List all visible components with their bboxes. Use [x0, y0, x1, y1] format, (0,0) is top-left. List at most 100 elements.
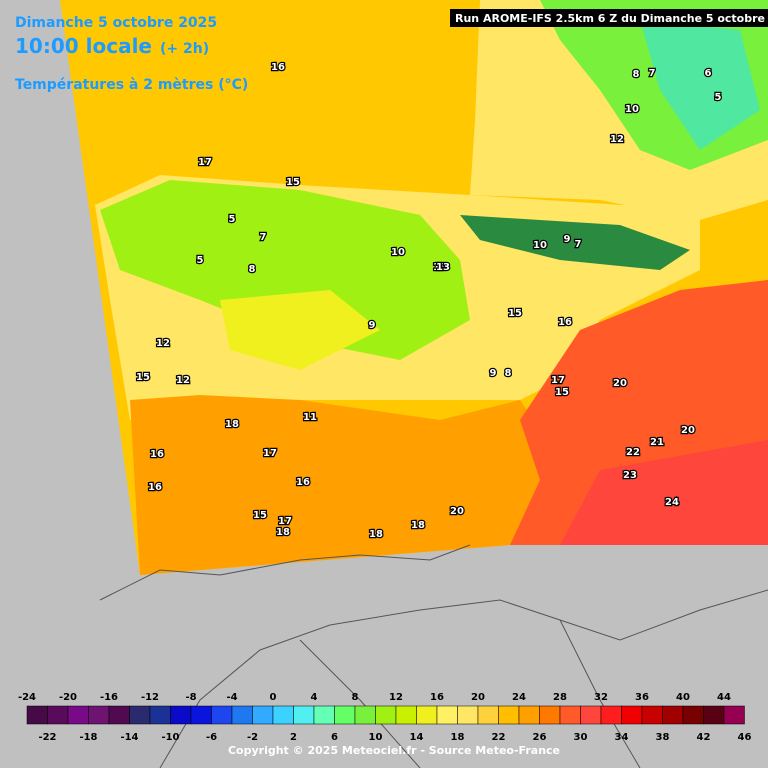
- contour-label: 24: [665, 497, 679, 508]
- color-swatch: [477, 705, 499, 725]
- color-swatch: [703, 705, 725, 725]
- scale-label: -12: [141, 692, 159, 703]
- contour-label: 12: [176, 375, 190, 386]
- contour-label: 23: [623, 470, 637, 481]
- contour-label: 18: [225, 419, 239, 430]
- color-swatch: [231, 705, 253, 725]
- contour-label: 21: [650, 437, 664, 448]
- scale-label: -24: [18, 692, 36, 703]
- scale-label: 34: [615, 732, 629, 743]
- spain-south: [130, 395, 560, 575]
- color-swatch: [621, 705, 643, 725]
- scale-label: 2: [290, 732, 297, 743]
- contour-label: 7: [575, 239, 582, 250]
- color-swatch: [354, 705, 376, 725]
- scale-label: 0: [270, 692, 277, 703]
- contour-label: 15: [136, 372, 150, 383]
- scale-label: -16: [100, 692, 118, 703]
- scale-label: 26: [533, 732, 547, 743]
- border: [559, 619, 641, 769]
- contour-label: 8: [249, 264, 256, 275]
- color-swatch: [641, 705, 663, 725]
- color-swatch: [47, 705, 69, 725]
- contour-label: 5: [197, 255, 204, 266]
- contour-label: 15: [508, 308, 522, 319]
- contour-label: 9: [369, 320, 376, 331]
- scale-label: 20: [471, 692, 485, 703]
- color-swatch: [293, 705, 315, 725]
- copyright: Copyright © 2025 Meteociel.fr - Source M…: [228, 744, 560, 757]
- scale-label: -8: [185, 692, 196, 703]
- color-swatch: [272, 705, 294, 725]
- cool-zone: [100, 180, 470, 360]
- scale-label: 10: [369, 732, 383, 743]
- coastline: [159, 589, 768, 769]
- contour-label: 12: [156, 338, 170, 349]
- run-info: Run AROME-IFS 2.5km 6 Z du Dimanche 5 oc…: [455, 12, 768, 25]
- scale-label: 46: [738, 732, 752, 743]
- color-swatch: [416, 705, 438, 725]
- contour-label: 17: [263, 448, 277, 459]
- contour-label: 11: [303, 412, 317, 423]
- scale-label: 42: [697, 732, 711, 743]
- color-scale: -24-22-20-18-16-14-12-10-8-6-4-202468101…: [18, 692, 752, 743]
- color-swatch: [313, 705, 335, 725]
- scale-label: 32: [594, 692, 608, 703]
- contour-label: 5: [715, 92, 722, 103]
- contour-label: 20: [613, 378, 627, 389]
- warm-zone: [640, 20, 760, 150]
- contour-label: 9: [490, 368, 497, 379]
- scale-label: -10: [161, 732, 179, 743]
- color-swatch: [108, 705, 130, 725]
- color-swatch: [170, 705, 192, 725]
- color-swatch: [436, 705, 458, 725]
- scale-label: -14: [120, 732, 138, 743]
- scale-label: -4: [226, 692, 237, 703]
- color-swatch: [498, 705, 520, 725]
- date: Dimanche 5 octobre 2025: [15, 15, 217, 31]
- color-swatch: [334, 705, 356, 725]
- contour-label: 5: [229, 214, 236, 225]
- color-swatch: [600, 705, 622, 725]
- border: [299, 639, 421, 769]
- coastlines: [99, 544, 768, 769]
- field-title: Températures à 2 mètres (°C): [15, 77, 248, 93]
- contour-label: 10: [391, 247, 405, 258]
- contour-label: 15: [286, 177, 300, 188]
- contour-label: 15: [555, 387, 569, 398]
- contour-label: 17: [551, 375, 565, 386]
- scale-label: 18: [451, 732, 465, 743]
- time: 10:00 locale: [15, 34, 152, 58]
- contour-label: 15: [253, 510, 267, 521]
- contour-label: 20: [450, 506, 464, 517]
- color-swatch: [67, 705, 89, 725]
- scale-label: -18: [79, 732, 97, 743]
- color-swatch: [662, 705, 684, 725]
- color-swatch: [518, 705, 540, 725]
- contour-label: 8: [633, 69, 640, 80]
- color-swatch: [149, 705, 171, 725]
- color-swatch: [395, 705, 417, 725]
- contour-label: 16: [271, 62, 285, 73]
- color-swatch: [375, 705, 397, 725]
- contour-label: 12: [610, 134, 624, 145]
- contour-label: 9: [564, 234, 571, 245]
- scale-label: 22: [492, 732, 506, 743]
- color-swatch: [723, 705, 745, 725]
- scale-label: 44: [717, 692, 731, 703]
- scale-label: 28: [553, 692, 567, 703]
- contour-label: 17: [198, 157, 212, 168]
- mediterranean: [560, 440, 768, 545]
- contour-label: 18: [276, 527, 290, 538]
- scale-label: 4: [311, 692, 318, 703]
- contour-label: 10: [625, 104, 639, 115]
- color-swatch: [190, 705, 212, 725]
- contour-label: 16: [150, 449, 164, 460]
- coastline: [99, 544, 471, 601]
- color-swatch: [129, 705, 151, 725]
- scale-label: 12: [389, 692, 403, 703]
- contour-label: 20: [681, 425, 695, 436]
- color-swatch: [88, 705, 110, 725]
